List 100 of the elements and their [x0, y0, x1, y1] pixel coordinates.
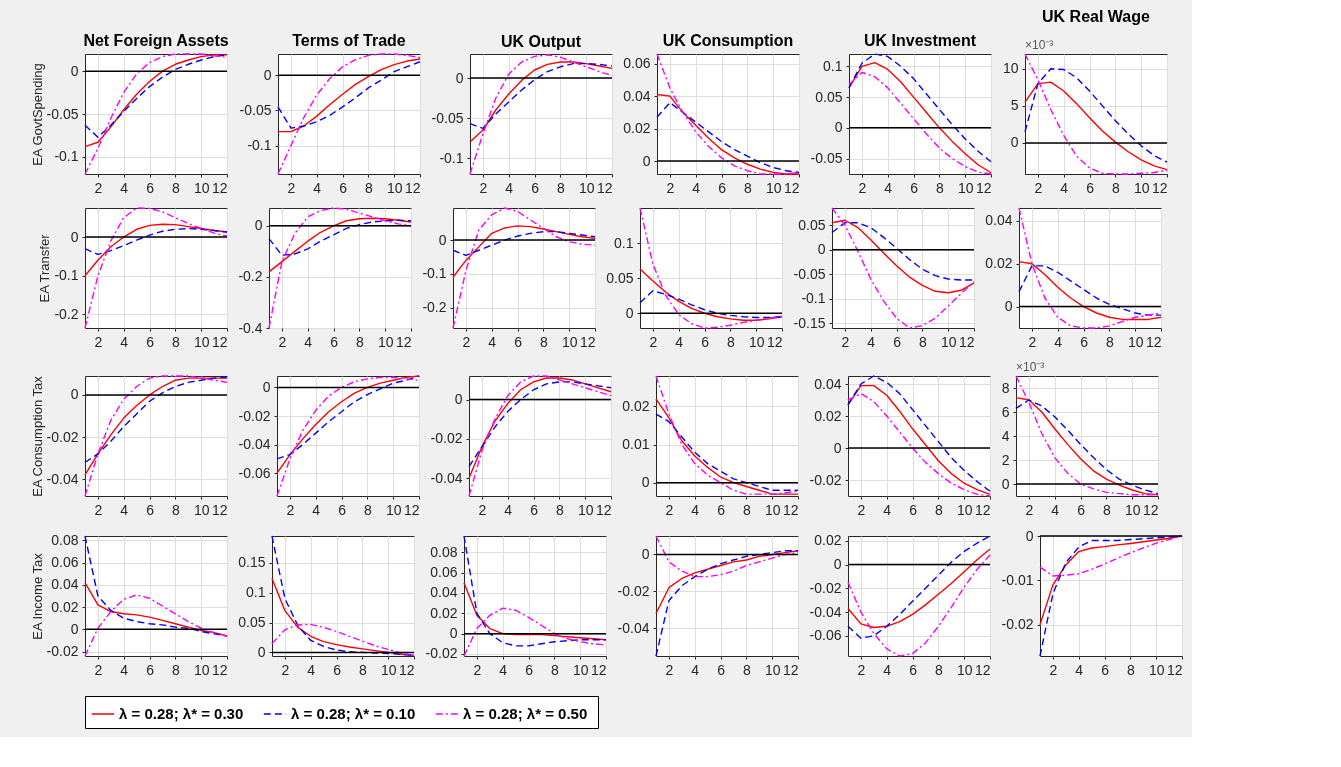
x-tick-label: 12	[590, 661, 607, 678]
legend-label: λ = 0.28; λ* = 0.30	[119, 705, 244, 722]
x-tick-label: 4	[691, 501, 700, 518]
x-tick-label: 10	[578, 179, 595, 196]
y-tick-label: -0.04	[46, 470, 79, 487]
x-tick-label: 8	[742, 501, 751, 518]
x-tick-label: 10	[956, 501, 973, 518]
y-tick-label: -0.04	[617, 619, 650, 636]
x-tick-label: 4	[120, 661, 129, 678]
x-tick-label: 4	[313, 179, 322, 196]
y-tick-label: 0.05	[238, 614, 266, 631]
x-tick-label: 4	[307, 661, 316, 678]
y-tick-label: 0	[70, 386, 79, 403]
y-tick-label: -0.1	[54, 267, 79, 284]
line-series	[463, 535, 607, 647]
y-tick-label: -0.05	[46, 105, 79, 122]
x-tick-label: 2	[665, 501, 674, 518]
x-tick-label: 4	[120, 179, 129, 196]
x-tick-label: 10	[1124, 501, 1141, 518]
line-series	[271, 535, 415, 657]
line-series	[1024, 68, 1168, 163]
y-tick-label: -0.02	[809, 579, 842, 596]
line-series	[1024, 53, 1168, 175]
x-tick-label: 8	[171, 179, 180, 196]
y-axis-title: EA Transfer	[37, 233, 53, 303]
y-tick-label: 0.01	[622, 436, 650, 453]
y-tick-label: 0.04	[430, 584, 458, 601]
x-tick-label: 12	[1142, 501, 1159, 518]
line-series	[84, 53, 228, 175]
y-tick-label: 4	[1001, 427, 1010, 444]
y-tick-label: 0.08	[51, 531, 79, 548]
x-tick-label: 12	[211, 661, 228, 678]
x-tick-label: 12	[579, 333, 596, 350]
y-tick-label: -0.02	[430, 430, 463, 447]
y-tick-label: 0.06	[51, 554, 79, 571]
y-tick-label: -0.15	[793, 314, 826, 331]
y-tick-label: 0.15	[238, 554, 266, 571]
x-tick-label: 8	[934, 661, 943, 678]
x-tick-label: 4	[304, 333, 313, 350]
y-tick-label: 0.05	[798, 216, 826, 233]
x-tick-label: 8	[539, 333, 548, 350]
x-tick-label: 12	[1166, 661, 1183, 678]
y-axis-title: EA GovtSpending	[29, 63, 45, 166]
y-axis-title: EA Income Tax	[29, 552, 45, 640]
x-tick-label: 10	[193, 661, 210, 678]
y-tick-label: 0.1	[614, 234, 634, 251]
line-series	[469, 61, 613, 143]
x-tick-label: 6	[1080, 333, 1089, 350]
y-tick-label: 0.06	[623, 55, 651, 72]
x-tick-label: 6	[146, 333, 155, 350]
y-tick-label: 0.05	[815, 88, 843, 105]
x-tick-label: 6	[893, 333, 902, 350]
x-tick-label: 10	[577, 501, 594, 518]
line-series	[452, 225, 596, 278]
x-tick-label: 6	[1077, 501, 1086, 518]
x-tick-label: 4	[504, 501, 513, 518]
x-tick-label: 6	[146, 661, 155, 678]
y-tick-label: 0	[257, 643, 266, 660]
y-tick-label: 8	[1001, 379, 1010, 396]
x-tick-label: 8	[555, 501, 564, 518]
x-tick-label: 10	[765, 179, 782, 196]
line-series	[1024, 81, 1168, 171]
line-series	[831, 207, 975, 329]
x-tick-label: 8	[743, 179, 752, 196]
y-tick-label: 0	[625, 304, 634, 321]
x-tick-label: 6	[338, 501, 347, 518]
x-tick-label: 4	[120, 333, 129, 350]
x-tick-label: 6	[531, 179, 540, 196]
x-tick-label: 2	[473, 661, 482, 678]
y-tick-label: 0.02	[814, 407, 842, 424]
x-tick-label: 4	[1054, 333, 1063, 350]
y-tick-label: -0.02	[617, 582, 650, 599]
line-series	[452, 230, 596, 257]
y-tick-label: 6	[1001, 403, 1010, 420]
x-tick-label: 12	[211, 501, 228, 518]
x-tick-label: 10	[1127, 333, 1144, 350]
x-tick-label: 10	[561, 333, 578, 350]
x-tick-label: 6	[530, 501, 539, 518]
x-tick-label: 4	[675, 333, 684, 350]
line-series	[469, 62, 613, 130]
x-tick-label: 6	[910, 179, 919, 196]
y-tick-label: -0.02	[46, 643, 79, 660]
x-tick-label: 8	[550, 661, 559, 678]
line-series	[656, 53, 800, 175]
y-tick-label: -0.1	[247, 137, 272, 154]
x-tick-label: 4	[488, 333, 497, 350]
y-axis-title: EA Consumption Tax	[29, 375, 45, 497]
x-tick-label: 8	[742, 661, 751, 678]
x-tick-label: 8	[934, 501, 943, 518]
line-series	[831, 221, 975, 281]
line-series	[1015, 375, 1159, 496]
x-tick-label: 4	[883, 661, 892, 678]
x-tick-label: 4	[1051, 501, 1060, 518]
chart-title: UK Real Wage	[1042, 8, 1151, 25]
y-tick-label: 0.02	[814, 532, 842, 549]
x-tick-label: 10	[380, 661, 397, 678]
x-tick-label: 8	[171, 333, 180, 350]
x-tick-label: 2	[1049, 661, 1058, 678]
line-series	[84, 594, 228, 657]
y-tick-label: -0.02	[46, 428, 79, 445]
